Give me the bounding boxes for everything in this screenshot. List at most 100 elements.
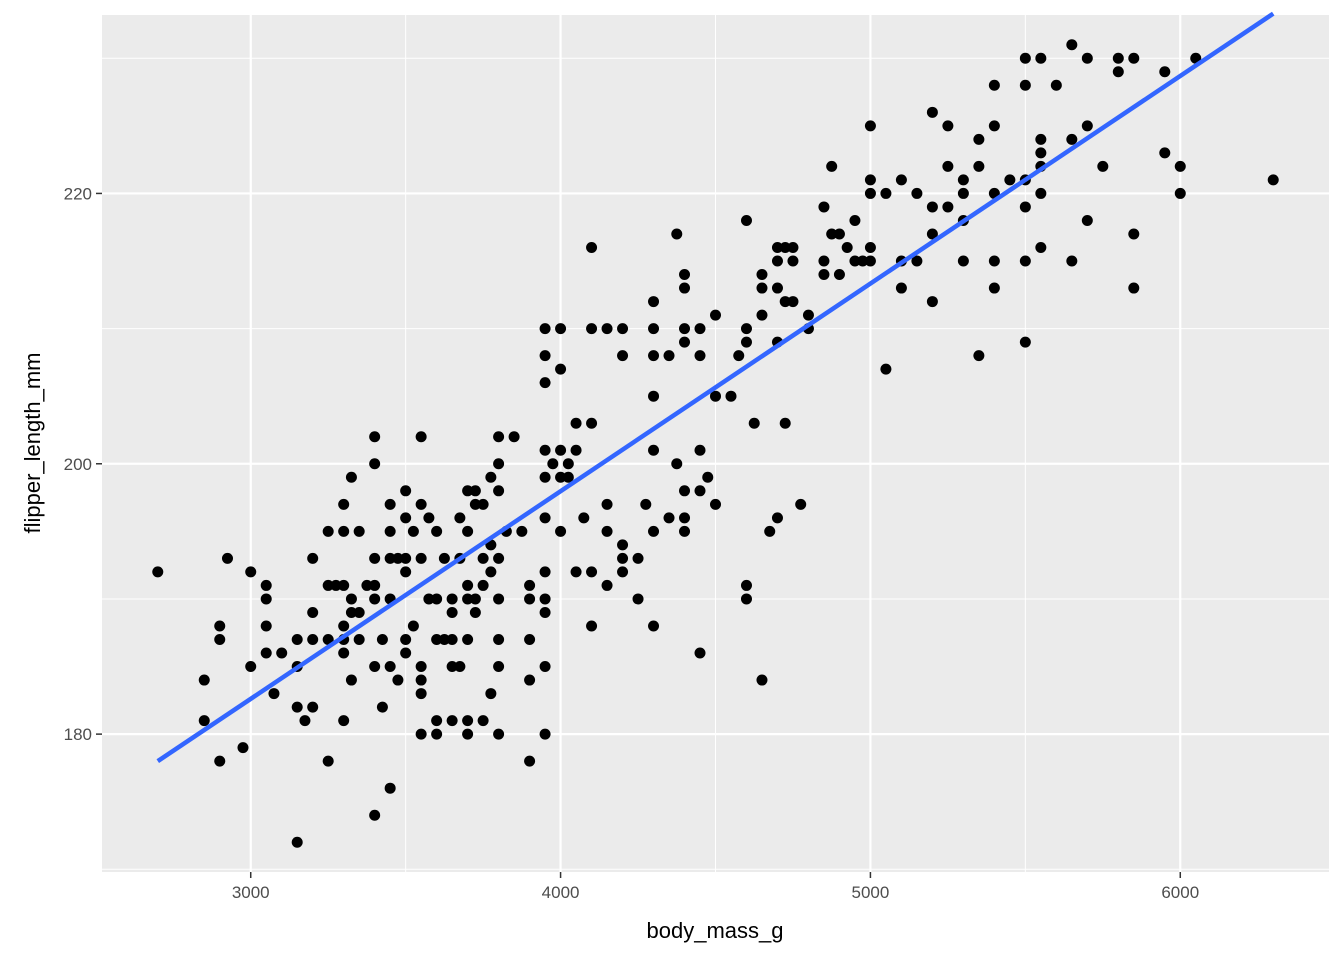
data-point	[493, 728, 505, 740]
data-point	[926, 228, 938, 240]
data-point	[617, 552, 629, 564]
data-point	[299, 715, 311, 727]
data-point	[330, 579, 342, 591]
data-point	[779, 241, 791, 253]
data-point	[431, 525, 443, 537]
data-point	[276, 647, 288, 659]
data-point	[431, 593, 443, 605]
data-point	[601, 579, 613, 591]
data-point	[973, 350, 985, 362]
data-point	[438, 552, 450, 564]
data-point	[477, 552, 489, 564]
data-point	[694, 647, 706, 659]
data-point	[694, 323, 706, 335]
data-point	[1174, 187, 1186, 199]
data-point	[338, 620, 350, 632]
data-point	[345, 593, 357, 605]
data-point	[400, 634, 412, 646]
data-point	[648, 323, 660, 335]
data-point	[493, 593, 505, 605]
data-point	[586, 241, 598, 253]
data-point	[547, 458, 559, 470]
data-point	[307, 606, 319, 618]
data-point	[1159, 66, 1171, 78]
data-point	[756, 309, 768, 321]
data-point	[1019, 52, 1031, 64]
data-points	[152, 39, 1279, 848]
data-point	[555, 444, 567, 456]
data-point	[198, 674, 210, 686]
data-point	[384, 525, 396, 537]
data-point	[493, 661, 505, 673]
data-point	[469, 593, 481, 605]
data-point	[392, 552, 404, 564]
data-point	[1081, 52, 1093, 64]
data-point	[462, 634, 474, 646]
data-point	[415, 661, 427, 673]
data-point	[384, 498, 396, 510]
data-point	[818, 255, 830, 267]
data-point	[369, 552, 381, 564]
data-point	[1019, 79, 1031, 91]
data-point	[562, 458, 574, 470]
data-point	[1019, 255, 1031, 267]
data-point	[771, 512, 783, 524]
data-point	[307, 552, 319, 564]
data-point	[617, 350, 629, 362]
data-point	[1097, 160, 1109, 172]
data-point	[361, 579, 373, 591]
data-point	[214, 620, 226, 632]
data-point	[648, 390, 660, 402]
data-point	[438, 634, 450, 646]
data-point	[322, 634, 334, 646]
data-point	[214, 755, 226, 767]
data-point	[493, 458, 505, 470]
data-point	[702, 471, 714, 483]
data-point	[586, 417, 598, 429]
data-point	[1128, 228, 1140, 240]
data-point	[787, 296, 799, 308]
data-point	[493, 485, 505, 497]
x-tick-label: 5000	[852, 883, 890, 902]
data-point	[679, 336, 691, 348]
data-point	[539, 728, 551, 740]
data-point	[454, 661, 466, 673]
data-point	[353, 634, 365, 646]
major-gridlines	[102, 15, 1329, 872]
data-point	[733, 350, 745, 362]
data-point	[617, 566, 629, 578]
x-tick-label: 4000	[542, 883, 580, 902]
data-point	[648, 444, 660, 456]
data-point	[857, 255, 869, 267]
data-point	[988, 282, 1000, 294]
data-point	[694, 350, 706, 362]
data-point	[957, 187, 969, 199]
data-point	[245, 566, 257, 578]
data-point	[400, 512, 412, 524]
data-point	[291, 836, 303, 848]
data-point	[740, 323, 752, 335]
x-tick-label: 3000	[232, 883, 270, 902]
data-point	[446, 661, 458, 673]
data-point	[973, 160, 985, 172]
data-point	[632, 593, 644, 605]
data-point	[562, 471, 574, 483]
data-point	[779, 296, 791, 308]
data-point	[268, 688, 280, 700]
data-point	[469, 498, 481, 510]
data-point	[926, 201, 938, 213]
data-point	[539, 606, 551, 618]
data-point	[454, 512, 466, 524]
data-point	[291, 701, 303, 713]
data-point	[260, 620, 272, 632]
data-point	[369, 661, 381, 673]
data-point	[1159, 147, 1171, 159]
data-point	[725, 390, 737, 402]
data-point	[1035, 187, 1047, 199]
data-point	[524, 634, 536, 646]
data-point	[679, 525, 691, 537]
data-point	[648, 350, 660, 362]
data-point	[1050, 79, 1062, 91]
data-point	[369, 431, 381, 443]
data-point	[524, 579, 536, 591]
